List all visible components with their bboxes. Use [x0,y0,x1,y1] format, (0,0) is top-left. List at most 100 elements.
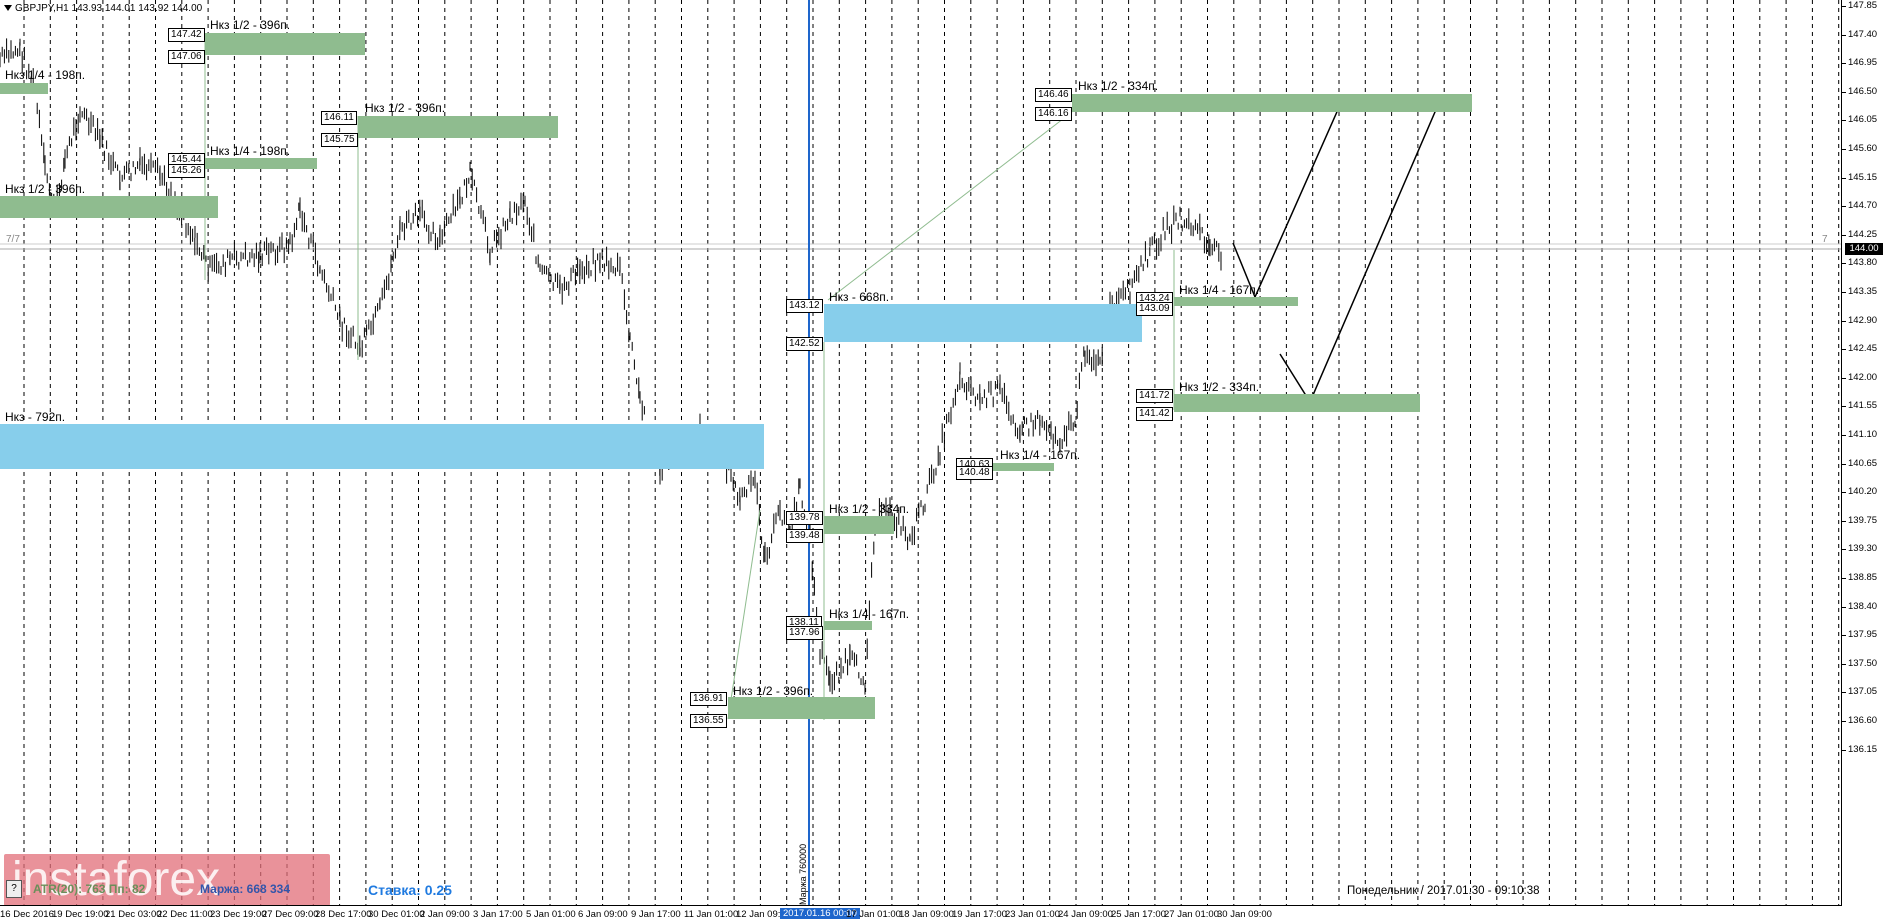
price-tick-label: 146.05 [1848,114,1878,126]
price-tick [1842,34,1846,36]
watermark-text: instaforex [12,853,221,906]
price-tick [1842,635,1846,637]
zone-7[interactable] [824,304,1142,342]
zone-14-label: Нкз 1/2 - 334п. [1179,380,1260,394]
price-box: 140.48 [956,466,993,480]
time-tick-label: 6 Jan 09:00 [578,909,628,920]
zone-5[interactable] [0,196,218,218]
projection-line[interactable] [1279,104,1439,404]
price-tick [1842,435,1846,436]
zone-1[interactable] [205,33,365,55]
price-tick-label: 139.30 [1848,543,1878,555]
zone-13[interactable] [1174,297,1298,306]
price-tick [1842,549,1846,551]
price-tick-label: 147.40 [1848,28,1878,40]
time-tick-label: 25 Jan 17:00 [1111,909,1166,920]
price-plot[interactable] [0,0,1842,906]
price-tick-label: 145.60 [1848,143,1878,154]
zone-2-label: Нкз 1/4 - 198п. [5,68,86,82]
time-tick-label: 19 Jan 17:00 [952,909,1007,920]
chart-area[interactable]: GBPJPY,H1 143.93 144.01 143.92 144.00 7/… [0,0,1842,906]
price-box: 139.48 [786,529,823,543]
current-price-badge: 144.00 [1845,243,1883,255]
price-box: 137.96 [786,626,823,640]
status-datetime: Понедельник / 2017.01.30 - 09:10:38 [1347,885,1540,897]
price-tick [1842,91,1846,93]
zone-10[interactable] [728,697,875,719]
price-axis: 147.85 147.40 146.95 146.50 146.05 145.60 145.… [1842,0,1887,906]
price-box: 141.72 [1136,389,1173,403]
price-tick-label: 143.80 [1848,257,1878,269]
price-box: 136.55 [690,714,727,728]
price-box: 142.52 [786,337,823,351]
price-box: 143.12 [786,299,823,313]
zone-connector-line [827,111,1073,301]
watermark-banner [4,854,330,905]
price-tick-label: 137.95 [1848,629,1878,641]
price-tick [1842,406,1846,408]
price-tick [1842,206,1846,208]
zone-9[interactable] [824,621,872,630]
atr-readout: ATR(20): 763 Пп: 82 [33,882,146,896]
zone-5-label: Нкз 1/2 - 396п. [5,182,86,196]
price-tick-label: 141.55 [1848,400,1878,412]
zone-6[interactable] [0,424,764,469]
zone-4-label: Нкз 1/4 - 198п. [210,144,291,158]
price-tick-label: 140.20 [1848,486,1878,498]
vertical-mark-label: Маржа 760000 [798,843,808,905]
zone-11[interactable] [990,463,1054,471]
time-tick-label: 19 Dec 19:00 [52,909,109,920]
zone-12[interactable] [1072,94,1472,112]
price-bars [0,38,1222,695]
time-tick-label: 27 Jan 01:00 [1164,909,1219,920]
zone-8[interactable] [824,516,894,534]
price-box: 146.46 [1035,88,1072,102]
zone-3[interactable] [358,116,558,138]
price-tick [1842,320,1846,322]
zone-10-label: Нкз 1/2 - 396п. [733,684,814,698]
price-tick [1842,63,1846,65]
rate-readout: Ставка: 0.25 [368,882,452,898]
price-tick-label: 136.15 [1848,743,1878,755]
price-tick [1842,234,1846,236]
zone-11-label: Нкз 1/4 - 167п. [1000,448,1081,462]
time-tick-label: 2017.01.16 00:00 [780,908,860,919]
zone-2[interactable] [0,83,48,94]
time-tick-label: 17 Jan 01:00 [846,909,901,920]
price-tick [1842,6,1846,7]
price-tick [1842,721,1846,722]
price-tick [1842,578,1846,579]
dropdown-triangle-icon [4,5,12,12]
time-tick-label: 11 Jan 01:00 [684,909,739,920]
zone-12-label: Нкз 1/2 - 334п. [1078,79,1159,93]
time-tick-label: 12 Jan 09:00 [736,909,791,920]
price-tick-label: 140.65 [1848,457,1878,469]
price-tick-label: 137.05 [1848,686,1878,698]
zone-13-label: Нкз 1/4 - 167п. [1179,283,1260,297]
time-tick-label: 30 Jan 09:00 [1217,909,1272,920]
zone-6-label: Нкз - 792п. [5,410,66,424]
margin-readout: Маржа: 668 334 [200,882,291,896]
price-tick [1842,149,1846,150]
time-tick-label: 5 Jan 01:00 [526,909,576,920]
left-side-label: 7/7 [6,234,20,245]
price-box: 145.75 [321,133,358,147]
zone-1-label: Нкз 1/2 - 396п. [210,18,291,32]
time-tick-label: 2 Jan 09:00 [420,909,470,920]
zone-14[interactable] [1174,394,1420,412]
help-button[interactable]: ? [6,880,22,898]
time-tick-label: 22 Dec 11:00 [157,909,213,920]
price-tick-label: 142.45 [1848,343,1878,355]
time-tick-label: 3 Jan 17:00 [473,909,523,920]
price-tick-label: 138.85 [1848,572,1878,583]
price-box: 143.09 [1136,302,1173,316]
price-tick-label: 145.15 [1848,171,1878,183]
price-tick-label: 137.50 [1848,657,1878,669]
price-tick [1842,492,1846,494]
price-box: 145.26 [168,164,205,178]
price-tick-label: 138.40 [1848,600,1878,612]
price-tick-label: 139.75 [1848,514,1878,526]
time-tick-label: 24 Jan 09:00 [1058,909,1113,920]
price-tick [1842,749,1846,751]
zone-4[interactable] [205,158,317,169]
